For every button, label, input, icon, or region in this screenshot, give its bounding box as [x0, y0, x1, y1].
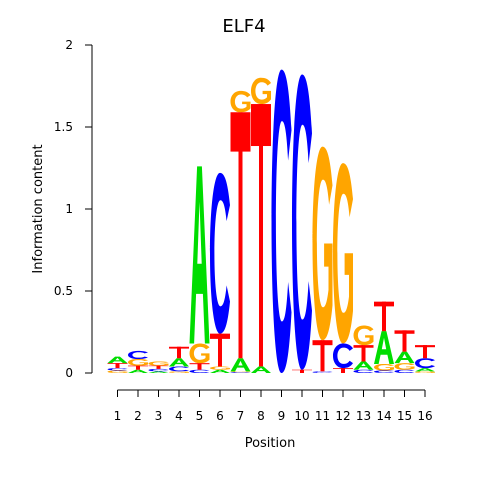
- logo-letter-A-pos-2: [128, 369, 148, 373]
- x-tick-label: 15: [397, 409, 412, 423]
- logo-letter-G-pos-8: [251, 77, 271, 105]
- logo-letter-A-pos-14: [374, 331, 394, 364]
- logo-letter-C-pos-5: [189, 369, 210, 373]
- logo-letter-G-pos-3: [148, 361, 169, 366]
- x-axis-label: Position: [245, 436, 296, 451]
- x-tick-label: 8: [257, 409, 265, 423]
- logo-letter-T-pos-8: [251, 104, 271, 367]
- logo-letter-A-pos-8: [251, 366, 271, 373]
- logo-letter-G-pos-15: [394, 363, 415, 370]
- logo-letter-T-pos-16: [415, 345, 435, 359]
- y-tick-label: 0: [65, 366, 73, 380]
- logo-letter-T-pos-3: [148, 365, 169, 369]
- logo-letter-A-pos-15: [394, 351, 415, 364]
- x-tick-label: 10: [294, 409, 309, 423]
- logo-letter-C-pos-1: [107, 368, 128, 371]
- logo-letter-A-pos-5: [189, 166, 210, 344]
- logo-letter-C-pos-6: [210, 172, 230, 334]
- y-tick-label: 1.5: [54, 120, 73, 134]
- logo-letter-T-pos-14: [374, 301, 394, 332]
- logo-letter-G-pos-7: [230, 371, 251, 373]
- y-axis-label: Information content: [31, 144, 46, 273]
- logo-letter-C-pos-14: [374, 370, 394, 373]
- x-tick-label: 12: [335, 409, 350, 423]
- logo-letter-G-pos-11: [312, 146, 333, 341]
- logo-letter-T-pos-13: [353, 345, 374, 362]
- logo-letter-A-pos-7: [230, 358, 251, 372]
- logo-letter-T-pos-2: [128, 365, 148, 370]
- x-tick-label: 7: [237, 409, 245, 423]
- logo-letter-T-pos-5: [189, 363, 210, 370]
- x-tick-label: 9: [278, 409, 286, 423]
- x-axis: 1 2 3 4 5 6 7 8 9 10 11 12 13 14 15 16: [114, 389, 433, 423]
- x-tick-label: 5: [196, 409, 204, 423]
- x-tick-label: 11: [315, 409, 330, 423]
- logo-letter-C-pos-3: [148, 368, 169, 372]
- y-tick-label: 0.5: [54, 284, 73, 298]
- logo-letter-A-pos-6: [210, 369, 230, 373]
- logo-letter-C-pos-13: [353, 369, 374, 373]
- logo-letter-G-pos-16: [415, 371, 435, 373]
- x-tick-label: 14: [376, 409, 391, 423]
- logo-letter-T-pos-15: [394, 330, 415, 352]
- logo-letter-G-pos-1: [107, 370, 128, 373]
- chart-title: ELF4: [222, 16, 265, 37]
- logo-letter-G-pos-2: [128, 359, 148, 366]
- logo-letter-T-pos-7: [230, 112, 251, 359]
- x-tick-label: 16: [417, 409, 432, 423]
- logo-letter-C-pos-11: [312, 371, 333, 373]
- logo-letter-C-pos-7: [230, 372, 251, 373]
- logo-letter-C-pos-4: [169, 366, 189, 372]
- y-axis: 0 0.5 1 1.5 2: [54, 38, 93, 380]
- logo-letter-A-pos-13: [353, 361, 374, 370]
- x-tick-label: 4: [175, 409, 183, 423]
- logo-letter-G-pos-14: [374, 363, 394, 371]
- logo-letter-G-pos-12: [333, 163, 353, 344]
- y-tick-label: 1: [65, 202, 73, 216]
- logo-letter-G-pos-13: [353, 325, 374, 346]
- x-tick-label: 13: [356, 409, 371, 423]
- logo-letter-C-pos-12: [333, 343, 353, 369]
- logo-letter-A-pos-16: [415, 368, 435, 372]
- logo-letter-C-pos-10: [292, 74, 312, 370]
- logo-stacks: [107, 69, 435, 373]
- x-tick-label: 1: [114, 409, 122, 423]
- logo-letter-C-pos-16: [415, 358, 435, 369]
- logo-letter-C-pos-9: [271, 69, 292, 373]
- y-tick-label: 2: [65, 38, 73, 52]
- x-tick-label: 2: [134, 409, 142, 423]
- logo-letter-A-pos-4: [169, 358, 189, 367]
- logo-letter-T-pos-11: [312, 340, 333, 372]
- logo-letter-T-pos-12: [333, 368, 353, 373]
- logo-letter-G-pos-5: [189, 343, 210, 364]
- logo-letter-T-pos-10: [292, 369, 312, 373]
- x-tick-label: 3: [155, 409, 163, 423]
- logo-letter-A-pos-1: [107, 356, 128, 364]
- logo-letter-G-pos-4: [169, 371, 189, 373]
- logo-letter-G-pos-7: [230, 90, 251, 113]
- logo-letter-T-pos-1: [107, 363, 128, 369]
- x-tick-label: 6: [216, 409, 224, 423]
- logo-letter-C-pos-15: [394, 369, 415, 373]
- logo-letter-G-pos-6: [210, 366, 230, 370]
- logo-letter-T-pos-6: [210, 333, 230, 367]
- logo-letter-C-pos-2: [128, 350, 148, 360]
- logo-letter-T-pos-4: [169, 346, 189, 359]
- logo-letter-A-pos-3: [148, 371, 169, 373]
